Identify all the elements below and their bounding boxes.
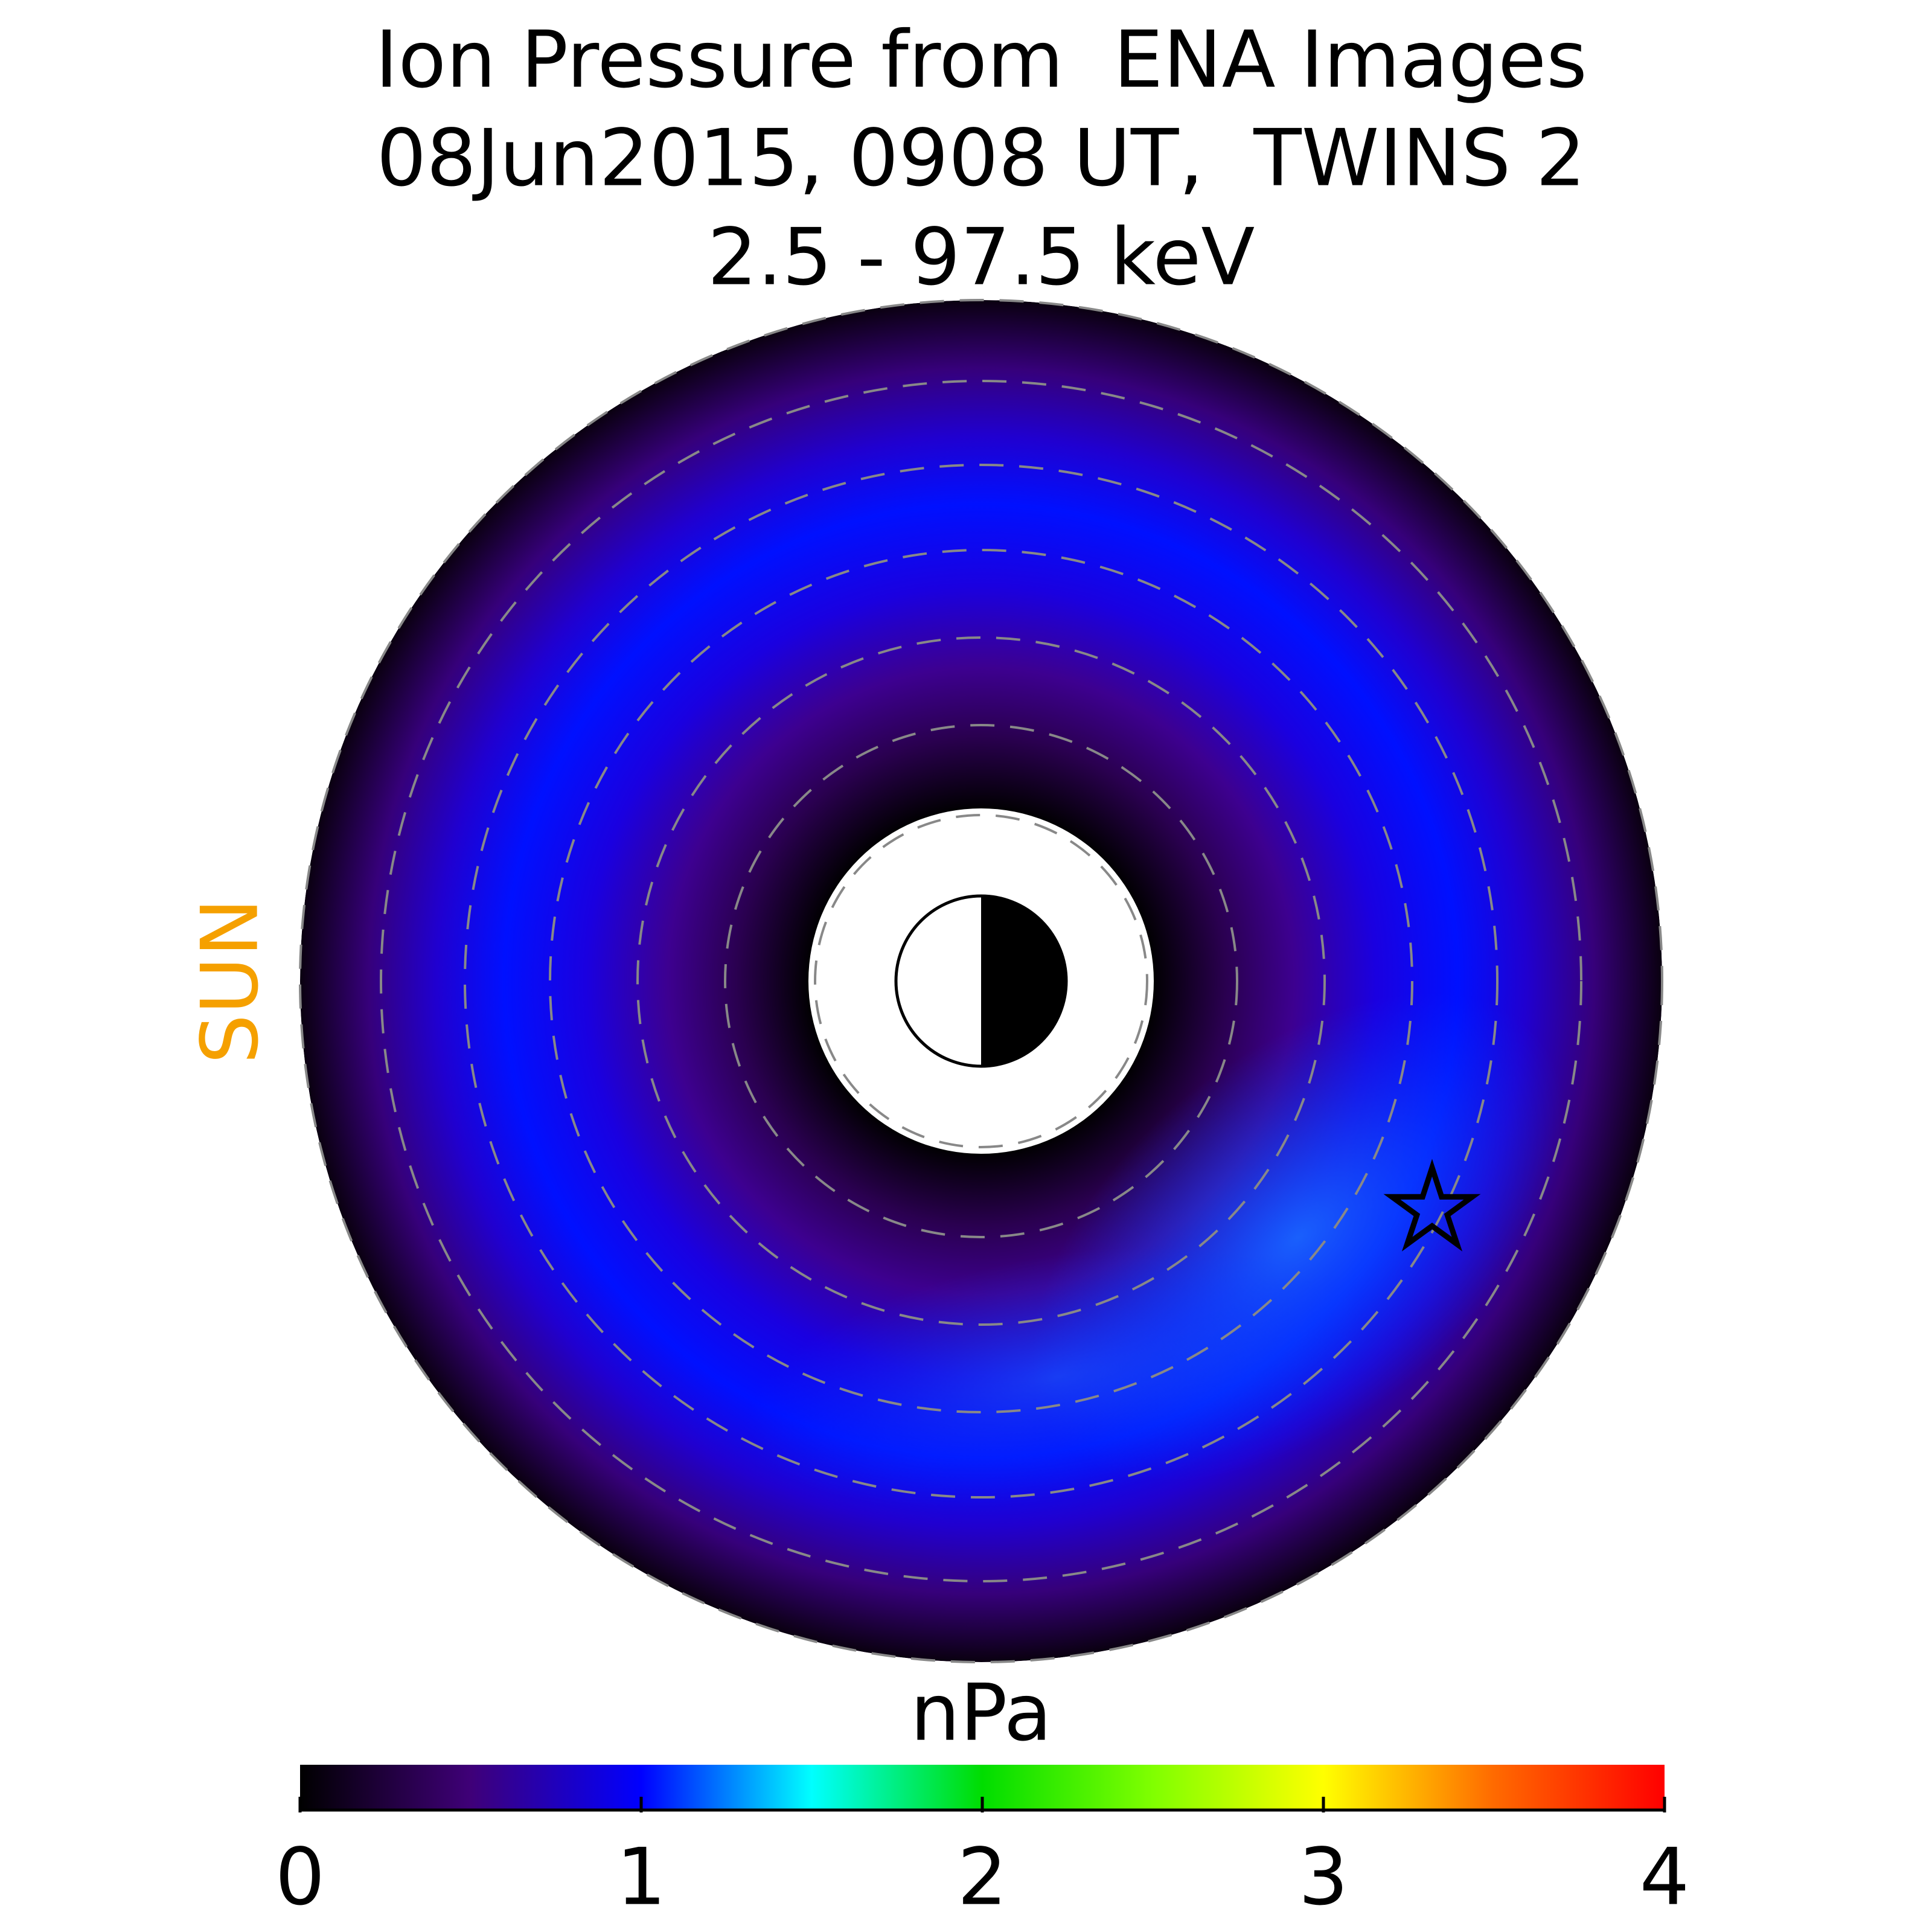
title-line: 2.5 - 97.5 keV xyxy=(708,211,1255,303)
colorbar-tick-label: 0 xyxy=(275,1831,325,1923)
pressure-map xyxy=(299,299,1663,1663)
colorbar-label: nPa xyxy=(910,1667,1052,1759)
colorbar-tick-label: 2 xyxy=(958,1831,1008,1923)
earth-icon xyxy=(894,894,1068,1068)
title-line: 08Jun2015, 0908 UT, TWINS 2 xyxy=(377,112,1586,204)
sun-label: SUN xyxy=(184,898,276,1064)
colorbar-tick-label: 1 xyxy=(616,1831,667,1923)
satellite-star xyxy=(1383,1159,1481,1252)
colorbar-tick-label: 4 xyxy=(1640,1831,1690,1923)
title-line: Ion Pressure from ENA Images xyxy=(375,14,1587,106)
colorbar-tick-label: 3 xyxy=(1299,1831,1349,1923)
